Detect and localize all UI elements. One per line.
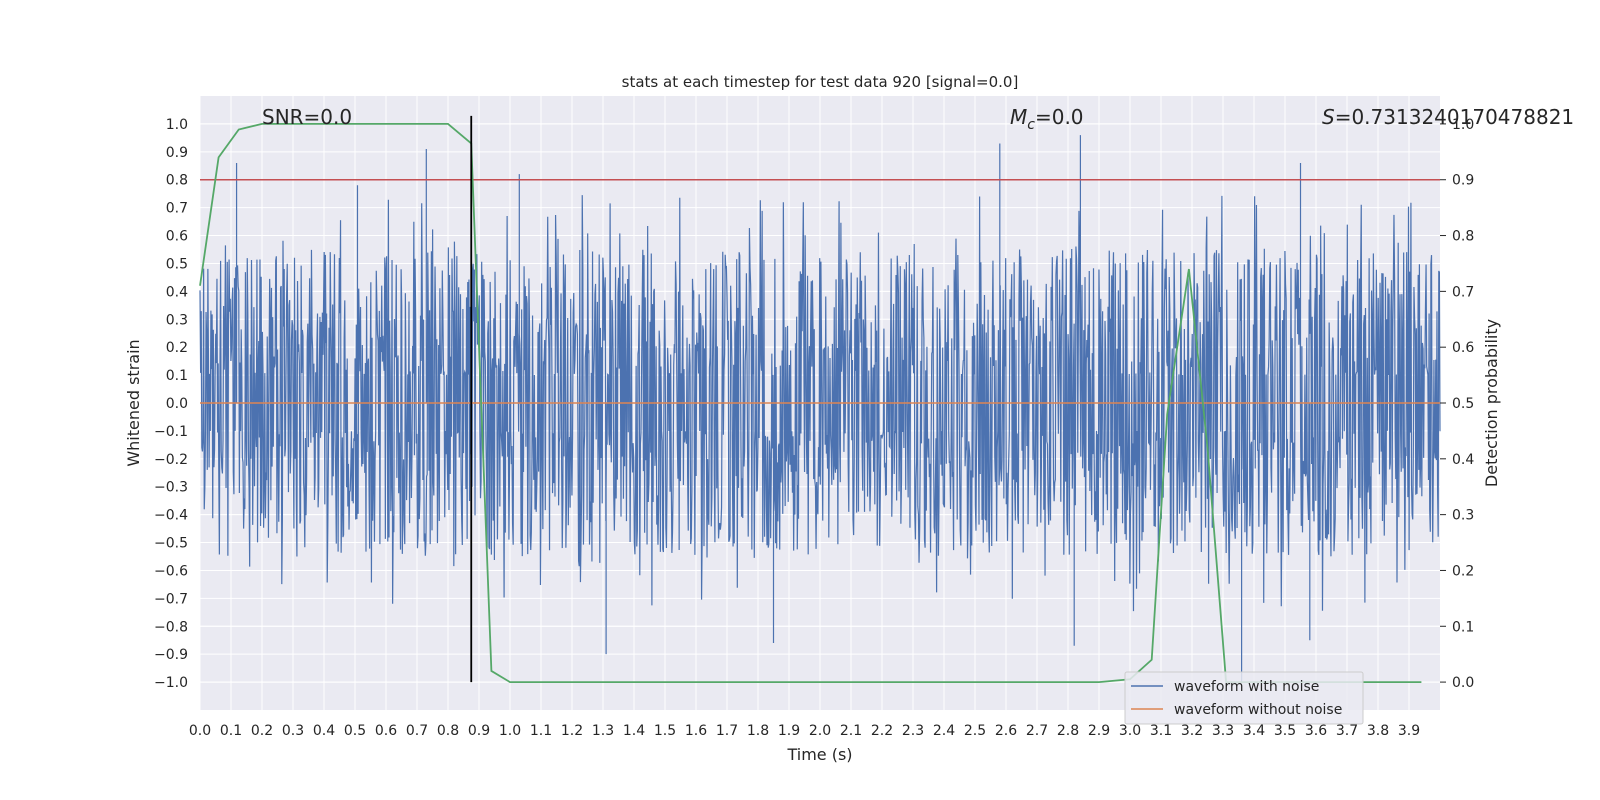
ticks: 0.0 0.1 0.2 0.3 0.4 0.5 0.6 0.7 0.8 0.9 1.0 1.1 1.2 1…	[154, 117, 1474, 739]
legend-label-clean: waveform without noise	[1174, 702, 1342, 718]
y-tick-label: −0.1	[154, 424, 188, 440]
x-tick-label: 0.5	[344, 723, 366, 739]
x-tick-label: 2.2	[871, 723, 893, 739]
y-tick-label: −0.8	[154, 619, 188, 635]
y-tick-label: 0.8	[166, 173, 188, 189]
y-right-tick-label: 1.0	[1452, 117, 1474, 133]
y-right-tick-label: 0.4	[1452, 452, 1474, 468]
y-right-tick-label: 0.2	[1452, 563, 1474, 579]
x-tick-label: 2.6	[995, 723, 1017, 739]
y-axis-right-label: Detection probability	[1482, 319, 1501, 487]
x-tick-label: 0.4	[313, 723, 335, 739]
detection-probability-line	[199, 123, 1422, 683]
x-tick-label: 1.6	[685, 723, 707, 739]
y-right-tick-label: 0.3	[1452, 508, 1474, 524]
x-tick-label: 0.7	[406, 723, 428, 739]
x-tick-label: 3.8	[1367, 723, 1389, 739]
y-tick-label: 0.9	[166, 145, 188, 161]
y-right-tick-label: 0.0	[1452, 675, 1474, 691]
y-right-tick-label: 0.7	[1452, 284, 1474, 300]
x-tick-label: 3.3	[1212, 723, 1234, 739]
x-tick-label: 2.9	[1088, 723, 1110, 739]
x-tick-label: 3.5	[1274, 723, 1296, 739]
x-tick-label: 3.1	[1150, 723, 1172, 739]
x-axis-label: Time (s)	[786, 745, 852, 764]
y-tick-label: 0.5	[166, 256, 188, 272]
y-tick-label: 0.6	[166, 229, 188, 245]
x-tick-label: 1.7	[716, 723, 738, 739]
x-tick-label: 2.4	[933, 723, 955, 739]
x-tick-label: 1.5	[654, 723, 676, 739]
y-tick-label: 0.1	[166, 368, 188, 384]
x-tick-label: 2.5	[964, 723, 986, 739]
overlays	[199, 115, 1440, 683]
x-tick-label: 1.1	[530, 723, 552, 739]
chart-title: stats at each timestep for test data 920…	[622, 73, 1019, 91]
x-tick-label: 1.9	[778, 723, 800, 739]
y-tick-label: 0.3	[166, 312, 188, 328]
x-tick-label: 1.3	[592, 723, 614, 739]
x-tick-label: 1.0	[499, 723, 521, 739]
x-tick-label: 3.9	[1398, 723, 1420, 739]
x-tick-label: 2.3	[902, 723, 924, 739]
y-tick-label: −0.5	[154, 536, 188, 552]
y-tick-label: −0.3	[154, 480, 188, 496]
y-tick-label: −0.4	[154, 508, 188, 524]
y-right-tick-label: 0.9	[1452, 173, 1474, 189]
x-tick-label: 1.4	[623, 723, 645, 739]
y-tick-label: −0.2	[154, 452, 188, 468]
x-tick-label: 2.1	[840, 723, 862, 739]
x-tick-label: 0.2	[251, 723, 273, 739]
y-right-tick-label: 0.1	[1452, 619, 1474, 635]
mc-annotation: Mc=0.0	[1010, 105, 1084, 133]
y-tick-label: 0.4	[166, 284, 188, 300]
y-right-tick-label: 0.5	[1452, 396, 1474, 412]
y-right-tick-label: 0.8	[1452, 229, 1474, 245]
x-tick-label: 0.8	[437, 723, 459, 739]
y-tick-label: −0.6	[154, 563, 188, 579]
y-axis-label: Whitened strain	[124, 339, 143, 466]
y-tick-label: −0.9	[154, 647, 188, 663]
x-tick-label: 1.2	[561, 723, 583, 739]
x-tick-label: 3.4	[1243, 723, 1265, 739]
y-tick-label: 1.0	[166, 117, 188, 133]
s-annotation: S=0.7313240170478821	[1322, 105, 1574, 129]
y-tick-label: 0.7	[166, 201, 188, 217]
x-tick-label: 3.6	[1305, 723, 1327, 739]
x-tick-label: 3.2	[1181, 723, 1203, 739]
x-tick-label: 0.0	[189, 723, 211, 739]
y-tick-label: 0.0	[166, 396, 188, 412]
x-tick-label: 0.1	[220, 723, 242, 739]
x-tick-label: 2.7	[1026, 723, 1048, 739]
y-tick-label: −0.7	[154, 591, 188, 607]
snr-annotation: SNR=0.0	[262, 105, 352, 129]
y-tick-label: 0.2	[166, 340, 188, 356]
legend: waveform with noise waveform without noi…	[1124, 671, 1364, 725]
legend-label-noise: waveform with noise	[1174, 679, 1319, 695]
x-tick-label: 2.8	[1057, 723, 1079, 739]
x-tick-label: 0.9	[468, 723, 490, 739]
x-tick-label: 1.8	[747, 723, 769, 739]
series-waveform-with-noise	[199, 135, 1441, 683]
x-tick-label: 3.7	[1336, 723, 1358, 739]
y-tick-label: −1.0	[154, 675, 188, 691]
x-tick-label: 2.0	[809, 723, 831, 739]
waveform-with-noise-line	[199, 135, 1441, 683]
y-right-tick-label: 0.6	[1452, 340, 1474, 356]
x-tick-label: 0.6	[375, 723, 397, 739]
x-tick-label: 0.3	[282, 723, 304, 739]
x-tick-label: 3.0	[1119, 723, 1141, 739]
